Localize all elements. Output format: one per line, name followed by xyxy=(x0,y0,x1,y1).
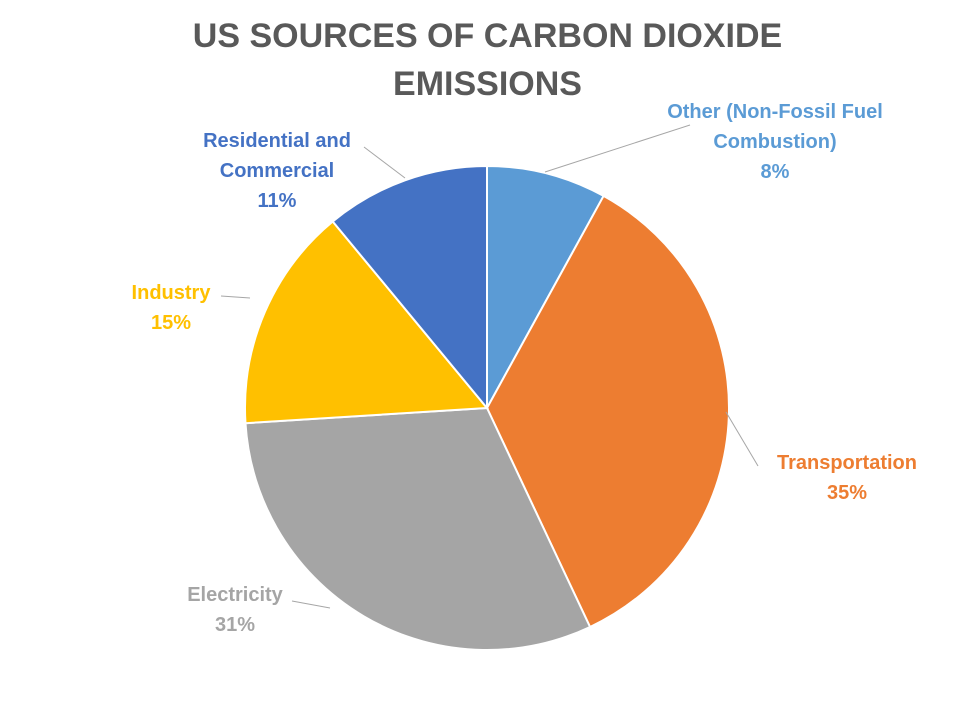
slice-label-line-0-1: Combustion) xyxy=(713,131,836,153)
chart-title-line-2: EMISSIONS xyxy=(393,65,582,103)
slice-label-line-4-1: Commercial xyxy=(220,160,335,182)
chart-title: US SOURCES OF CARBON DIOXIDE EMISSIONS xyxy=(0,12,975,108)
slice-label-line-4-0: Residential and xyxy=(203,130,351,152)
pie-slice-3 xyxy=(244,220,490,425)
leader-line-1 xyxy=(725,411,759,467)
slice-label-0: Other (Non-Fossil Fuel Combustion) 8% xyxy=(667,101,883,183)
slice-label-3: Industry 15% xyxy=(132,282,212,334)
pie-slice-4 xyxy=(331,164,488,411)
slice-label-line-0-0: Other (Non-Fossil Fuel xyxy=(667,101,883,123)
slice-percent-2: 31% xyxy=(215,614,255,636)
slice-label-1: Transportation 35% xyxy=(777,452,917,504)
slice-percent-1: 35% xyxy=(827,482,867,504)
pie-slice-0 xyxy=(486,164,605,409)
leader-line-2 xyxy=(291,600,331,609)
slice-labels: Other (Non-Fossil Fuel Combustion) 8% Trans… xyxy=(132,101,917,636)
chart-title-line-1: US SOURCES OF CARBON DIOXIDE xyxy=(192,17,783,55)
slice-label-line-1-0: Transportation xyxy=(777,452,917,474)
slice-percent-4: 11% xyxy=(258,190,297,212)
slice-percent-3: 15% xyxy=(151,312,191,334)
leader-line-0 xyxy=(544,124,691,173)
slice-label-line-2-0: Electricity xyxy=(187,584,283,606)
slice-percent-0: 8% xyxy=(761,161,790,183)
slice-label-2: Electricity 31% xyxy=(187,584,283,636)
slice-label-line-3-0: Industry xyxy=(132,282,212,304)
pie-slice-1 xyxy=(485,194,730,629)
pie-slice-2 xyxy=(244,406,592,651)
slice-label-4: Residential and Commercial 11% xyxy=(203,130,351,212)
leader-line-3 xyxy=(220,295,251,299)
leader-lines xyxy=(220,124,759,609)
pie-slices xyxy=(244,164,730,651)
leader-line-4 xyxy=(363,146,406,179)
